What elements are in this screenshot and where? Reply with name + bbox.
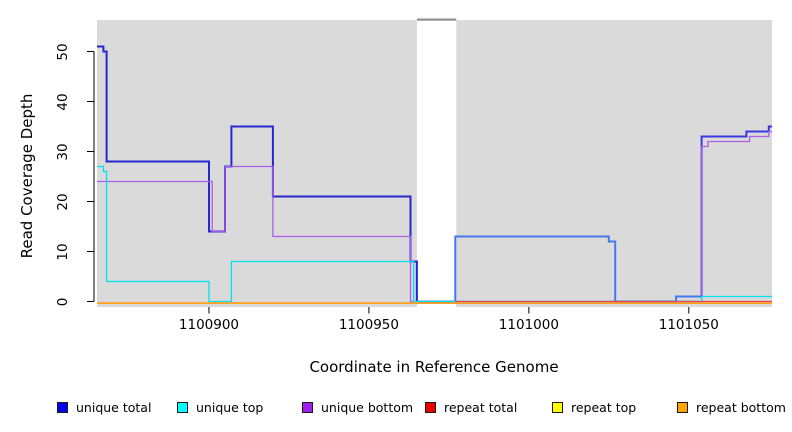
legend-label: unique bottom — [321, 399, 414, 415]
repeat-bottom-swatch-icon — [677, 401, 688, 413]
x-tick-label: 1100950 — [338, 317, 399, 333]
legend-label: repeat bottom — [696, 399, 786, 415]
repeat-top-swatch-icon — [552, 401, 563, 413]
legend-label: repeat total — [444, 399, 518, 415]
unique-total-swatch-icon — [57, 401, 68, 413]
y-axis-label: Read Coverage Depth — [18, 93, 36, 259]
legend-label: repeat top — [571, 399, 637, 415]
y-tick-label: 40 — [55, 92, 71, 111]
series-unique-total — [700, 125, 772, 297]
x-tick-label: 1100900 — [178, 317, 240, 333]
legend-item-repeat-bottom: repeat bottom — [677, 399, 786, 415]
series-unique-total — [416, 235, 702, 303]
unique-top-swatch-icon — [177, 401, 188, 413]
legend-item-unique-bottom: unique bottom — [302, 399, 413, 415]
y-tick-label: 10 — [55, 242, 71, 261]
legend-item-repeat-total: repeat total — [425, 399, 517, 415]
legend-item-unique-total: unique total — [57, 399, 151, 415]
x-tick-label: 1101000 — [498, 317, 559, 333]
y-tick-label: 50 — [55, 42, 71, 61]
y-tick-label: 20 — [55, 192, 71, 211]
y-tick-label: 30 — [55, 142, 71, 161]
x-tick-label: 1101050 — [658, 317, 719, 333]
legend-item-repeat-top: repeat top — [552, 399, 636, 415]
repeat-total-swatch-icon — [425, 401, 436, 413]
legend-label: unique top — [196, 399, 264, 415]
legend-label: unique total — [76, 399, 152, 415]
legend-item-unique-top: unique top — [177, 399, 263, 415]
x-axis-label: Coordinate in Reference Genome — [309, 358, 559, 376]
y-tick-label: 0 — [55, 297, 71, 306]
reference-gap-cap — [416, 18, 457, 21]
unique-bottom-swatch-icon — [302, 401, 313, 413]
reference-gap-band — [416, 20, 457, 307]
